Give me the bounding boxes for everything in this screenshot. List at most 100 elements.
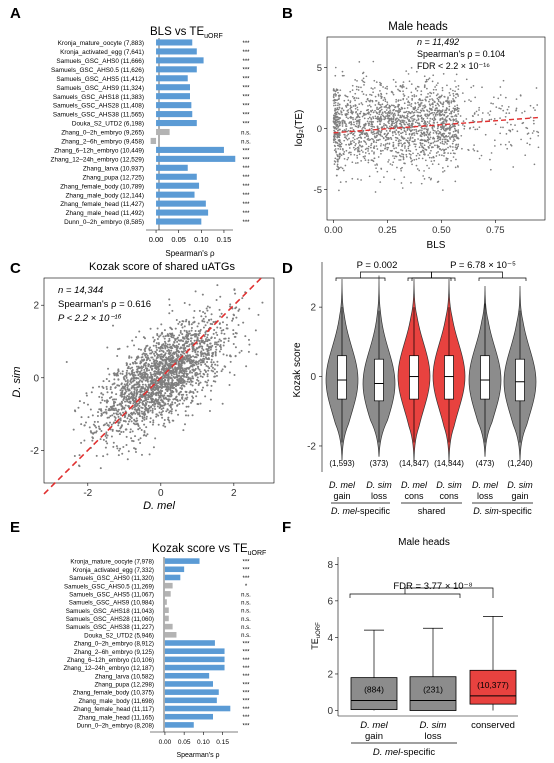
data-point	[129, 402, 132, 405]
data-point	[161, 358, 164, 361]
data-point	[154, 362, 157, 365]
data-point	[228, 371, 231, 374]
data-point	[162, 377, 165, 380]
group-name: D. sim	[507, 480, 533, 490]
data-point	[126, 388, 129, 391]
data-point	[149, 409, 152, 412]
data-point	[182, 320, 185, 323]
data-point	[454, 139, 456, 142]
data-point	[345, 137, 348, 140]
data-point	[244, 335, 247, 338]
data-point	[116, 384, 119, 387]
y-tick-label: 5	[317, 63, 322, 74]
data-point	[440, 102, 442, 105]
data-point	[472, 85, 475, 87]
data-point	[505, 133, 508, 135]
data-point	[439, 131, 442, 134]
data-point	[417, 108, 419, 111]
data-point	[129, 363, 132, 366]
data-point	[196, 336, 199, 339]
category-group-label: shared	[418, 506, 446, 516]
data-point	[336, 174, 338, 177]
data-point	[169, 392, 172, 395]
data-point	[159, 392, 162, 395]
data-point	[178, 380, 181, 383]
data-point	[111, 405, 114, 408]
data-point	[127, 405, 130, 408]
data-point	[435, 84, 438, 87]
group-count: (1,240)	[507, 459, 533, 468]
data-point	[163, 418, 166, 421]
data-point	[382, 149, 384, 152]
data-point	[104, 435, 107, 438]
data-point	[408, 153, 411, 155]
data-point	[417, 122, 420, 125]
data-point	[386, 85, 388, 88]
y-tick-label: -2	[30, 446, 39, 457]
data-point	[419, 111, 422, 114]
data-point	[395, 85, 397, 88]
panel-d-y-label: Kozak score	[292, 342, 303, 397]
data-point	[351, 161, 354, 164]
data-point	[98, 385, 101, 388]
data-point	[149, 417, 152, 420]
data-point	[155, 413, 158, 416]
data-point	[184, 414, 187, 417]
data-point	[149, 371, 152, 374]
data-point	[345, 149, 348, 152]
data-point	[532, 106, 535, 109]
data-point	[185, 330, 188, 333]
data-point	[433, 109, 436, 112]
data-point	[168, 411, 171, 414]
data-point	[426, 121, 429, 123]
data-point	[379, 134, 382, 137]
data-point	[417, 138, 419, 140]
data-point	[432, 74, 435, 77]
data-point	[360, 86, 362, 89]
data-point	[189, 390, 192, 393]
data-point	[421, 107, 424, 110]
data-point	[372, 111, 375, 114]
data-point	[207, 347, 210, 350]
data-point	[436, 107, 438, 110]
significance-label: n.s.	[241, 609, 251, 615]
data-point	[360, 136, 362, 139]
data-point	[225, 323, 228, 326]
data-point	[347, 133, 349, 136]
data-point	[494, 145, 496, 147]
data-point	[172, 336, 175, 339]
data-point	[403, 115, 405, 117]
data-point	[407, 100, 410, 103]
data-point	[437, 100, 440, 103]
data-point	[346, 113, 349, 116]
data-point	[137, 428, 140, 431]
data-point	[153, 352, 156, 355]
data-point	[376, 120, 379, 123]
data-point	[198, 332, 201, 335]
data-point	[170, 408, 173, 411]
category-label: Samuels_GSC_AHS9 (11,324)	[56, 85, 144, 92]
data-point	[198, 382, 201, 385]
data-point	[194, 290, 197, 293]
data-point	[469, 126, 471, 129]
data-point	[507, 105, 510, 108]
data-point	[382, 125, 385, 127]
data-point	[134, 383, 137, 386]
data-point	[203, 312, 206, 315]
data-point	[158, 407, 161, 410]
data-point	[364, 159, 367, 161]
data-point	[126, 380, 129, 383]
data-point	[407, 145, 410, 148]
data-point	[114, 417, 117, 420]
data-point	[454, 115, 456, 117]
data-point	[118, 347, 121, 350]
data-point	[133, 406, 136, 409]
data-point	[411, 120, 414, 122]
data-point	[440, 122, 443, 125]
data-point	[341, 121, 344, 124]
data-point	[404, 145, 406, 148]
data-point	[418, 111, 420, 114]
data-point	[195, 382, 198, 385]
data-point	[397, 112, 400, 114]
data-point	[405, 150, 408, 152]
